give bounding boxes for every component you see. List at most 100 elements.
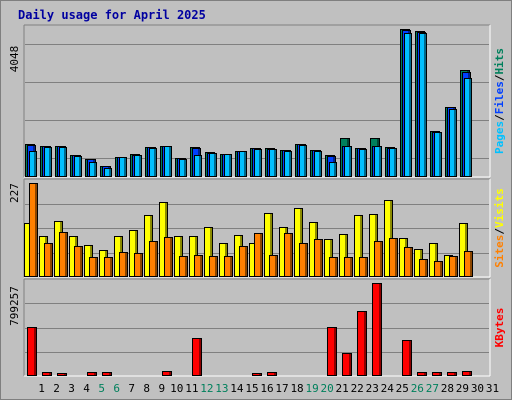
bar-shade (244, 152, 246, 176)
bar-shade (80, 247, 82, 276)
x-label-day-2: 2 (53, 382, 60, 395)
panel-bottom: 799257 KBytes (8, 278, 506, 377)
x-label-day-21: 21 (336, 382, 349, 395)
bar-shade (439, 373, 441, 375)
panel-middle-ymax-label: 227 (8, 183, 21, 203)
bar-kbytes-day-1 (27, 327, 37, 376)
bar-shade (65, 233, 67, 276)
bar-shade (424, 34, 426, 176)
bar-sites-day-12 (194, 255, 203, 277)
bar-shade (470, 252, 472, 276)
bar-shade (465, 224, 467, 276)
panel-bottom-background (24, 279, 490, 376)
bar-shade (64, 148, 66, 176)
bar-shade (155, 242, 157, 276)
bar-sites-day-8 (134, 253, 143, 277)
x-label-day-15: 15 (245, 382, 258, 395)
bar-visits-day-19 (294, 208, 303, 277)
bar-pages-day-23 (359, 149, 367, 177)
panel-bottom-ymax-label: 799257 (8, 286, 21, 326)
bar-sites-day-7 (119, 252, 128, 277)
panel-bottom-legend: KBytes (493, 308, 506, 348)
bar-visits-day-17 (264, 213, 273, 277)
legend-label-hits: Hits (493, 48, 506, 75)
x-label-day-12: 12 (200, 382, 213, 395)
bar-sites-day-9 (149, 241, 158, 277)
bar-shade (210, 228, 212, 276)
bar-pages-day-15 (239, 151, 247, 177)
x-axis-labels: 1 2 3 4 5 6 7 8 9 10 11 12 13 14 15 16 17 18 19 20 21 22 23 24 2… (38, 382, 499, 395)
x-label-day-29: 29 (456, 382, 469, 395)
bar-shade (50, 244, 52, 276)
bar-kbytes-day-3 (57, 373, 67, 376)
x-label-day-26: 26 (411, 382, 424, 395)
bar-sites-day-17 (269, 255, 278, 277)
bar-shade (455, 257, 457, 276)
bar-shade (110, 258, 112, 276)
bar-sites-day-13 (209, 256, 218, 277)
bar-shade (435, 244, 437, 276)
bar-shade (454, 373, 456, 375)
bar-shade (304, 146, 306, 176)
bar-shade (349, 147, 351, 176)
bar-sites-day-22 (344, 257, 353, 277)
bar-shade (410, 248, 412, 276)
bar-shade (259, 150, 261, 176)
bar-sites-day-6 (104, 257, 113, 277)
bar-pages-day-28 (434, 132, 442, 177)
x-label-day-20: 20 (321, 382, 334, 395)
x-label-day-4: 4 (83, 382, 90, 395)
bar-kbytes-day-16 (252, 373, 262, 376)
bar-sites-day-15 (239, 246, 248, 277)
bar-pages-day-13 (209, 153, 217, 177)
bar-pages-day-18 (284, 151, 292, 177)
bar-sites-day-18 (284, 233, 293, 277)
bar-shade (454, 110, 456, 176)
x-label-day-7: 7 (128, 382, 135, 395)
bar-visits-day-22 (339, 234, 348, 277)
bar-pages-day-29 (449, 109, 457, 177)
legend-label-pages: Pages (493, 121, 506, 154)
bar-shade (469, 372, 471, 375)
legend-label-sites: Sites (493, 235, 506, 268)
bar-shade (125, 253, 127, 276)
bar-shade (215, 257, 217, 276)
bar-shade (409, 34, 411, 176)
bar-sites-day-16 (254, 233, 263, 277)
bar-kbytes-day-29 (447, 372, 457, 376)
bar-visits-day-13 (204, 227, 213, 277)
bar-shade (214, 154, 216, 176)
bar-pages-day-7 (119, 157, 127, 177)
bar-shade (334, 163, 336, 176)
bar-pages-day-20 (314, 151, 322, 177)
bar-sites-day-3 (59, 232, 68, 277)
series-kbytes (27, 283, 472, 376)
bar-pages-day-1 (29, 151, 37, 177)
bar-pages-day-30 (464, 78, 472, 177)
bar-shade (440, 262, 442, 276)
bar-shade (109, 169, 111, 176)
bar-sites-day-23 (359, 257, 368, 277)
bar-shade (335, 258, 337, 276)
x-label-day-25: 25 (396, 382, 409, 395)
legend-label-kbytes: KBytes (493, 308, 506, 348)
x-label-day-10: 10 (170, 382, 183, 395)
bar-sites-day-27 (419, 259, 428, 277)
legend-label-visits: Visits (493, 188, 506, 228)
bar-shade (34, 328, 36, 375)
bar-shade (95, 258, 97, 276)
bar-kbytes-day-30 (462, 371, 472, 376)
bar-sites-day-28 (434, 261, 443, 277)
bar-shade (380, 242, 382, 276)
bar-shade (49, 148, 51, 176)
bar-pages-day-22 (344, 146, 352, 177)
legend-label-separator: / (493, 228, 506, 235)
bar-pages-day-11 (179, 159, 187, 177)
bar-visits-day-28 (429, 243, 438, 277)
bar-pages-day-9 (149, 148, 157, 177)
bar-pages-day-24 (374, 146, 382, 177)
bar-shade (305, 244, 307, 276)
bar-kbytes-day-5 (87, 372, 97, 376)
bar-pages-day-3 (59, 147, 67, 177)
bar-shade (184, 160, 186, 176)
